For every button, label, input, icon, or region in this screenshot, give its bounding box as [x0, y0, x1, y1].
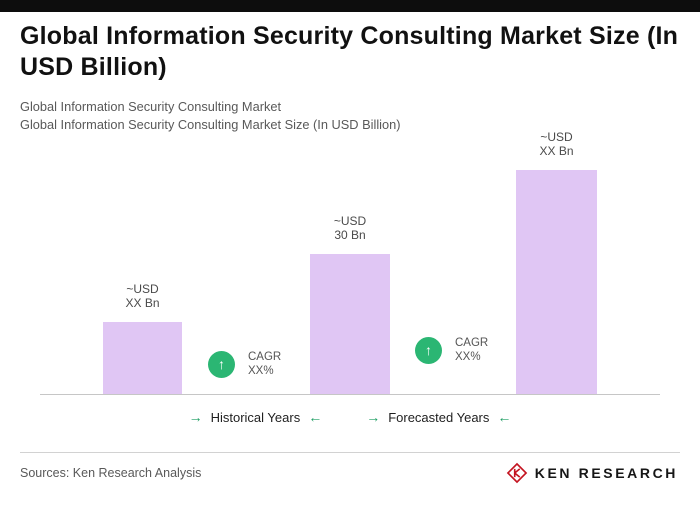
bar-value-label: ~USD XX Bn: [539, 130, 573, 158]
bar-label-line2: XX Bn: [125, 296, 160, 310]
cagr-annotation-1: ↑ CAGR XX%: [208, 350, 281, 378]
cagr-label: CAGR XX%: [248, 350, 281, 378]
cagr-label-line1: CAGR: [248, 351, 282, 363]
top-black-bar: [0, 0, 700, 12]
chart-subtitle: Global Information Security Consulting M…: [20, 98, 401, 134]
arrow-up-icon: ↑: [425, 342, 432, 358]
subtitle-line-1: Global Information Security Consulting M…: [20, 99, 282, 114]
bar-group-forecast: ~USD XX Bn: [516, 130, 597, 394]
cagr-annotation-2: ↑ CAGR XX%: [415, 336, 488, 364]
bar-group-current: ~USD 30 Bn: [310, 130, 390, 394]
bar-group-historical: ~USD XX Bn: [103, 130, 182, 394]
cagr-label-line2: XX%: [248, 365, 274, 377]
bar-value-label: ~USD 30 Bn: [334, 214, 366, 242]
arrow-right-icon: →: [366, 409, 381, 425]
bar-historical: [103, 322, 182, 394]
cagr-label-line2: XX%: [455, 351, 481, 363]
bar-chart: ~USD XX Bn ~USD 30 Bn ~USD XX Bn ↑: [40, 130, 660, 395]
legend-forecasted-label: Forecasted Years: [388, 409, 490, 425]
sources-text: Sources: Ken Research Analysis: [20, 466, 202, 480]
arrow-left-icon: ←: [497, 409, 512, 425]
bar-label-line1: ~USD: [540, 130, 573, 144]
arrow-right-icon: →: [188, 409, 203, 425]
bar-label-line2: XX Bn: [539, 144, 574, 158]
page-title: Global Information Security Consulting M…: [20, 22, 679, 81]
cagr-badge-circle: ↑: [415, 336, 442, 364]
cagr-badge-circle: ↑: [208, 350, 235, 378]
legend-historical: → Historical Years ←: [189, 409, 323, 425]
cagr-label-line1: CAGR: [455, 337, 489, 349]
bar-value-label: ~USD XX Bn: [125, 282, 159, 310]
arrow-left-icon: ←: [308, 409, 323, 425]
footer-divider: [20, 452, 680, 453]
bar-forecast: [516, 170, 597, 394]
bar-label-line1: ~USD: [126, 282, 159, 296]
brand-logo: KEN RESEARCH: [506, 462, 678, 484]
bar-current: [310, 254, 390, 394]
subtitle-line-2: Global Information Security Consulting M…: [20, 117, 401, 132]
bar-label-line1: ~USD: [333, 214, 367, 228]
legend-historical-label: Historical Years: [210, 409, 301, 425]
arrow-up-icon: ↑: [218, 356, 225, 372]
axis-group-labels: → Historical Years ← → Forecasted Years …: [0, 409, 700, 425]
bar-label-line2: 30 Bn: [334, 228, 366, 242]
ken-research-icon: [506, 462, 528, 484]
brand-name: KEN RESEARCH: [534, 465, 678, 481]
cagr-label: CAGR XX%: [455, 336, 488, 364]
legend-forecasted: → Forecasted Years ←: [366, 409, 511, 425]
